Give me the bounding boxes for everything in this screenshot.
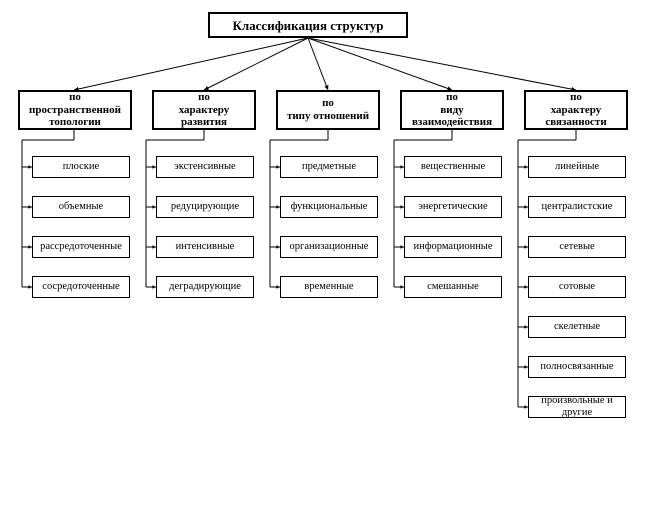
item-node: произвольные и другие [528,396,626,418]
category-node: повидувзаимодействия [400,90,504,130]
item-node: объемные [32,196,130,218]
item-label: линейные [555,161,599,173]
item-label: информационные [413,241,492,253]
category-label-line: по [29,91,121,104]
category-label-line: связанности [545,116,606,129]
item-label: смешанные [427,281,479,293]
category-label-line: взаимодействия [412,116,492,129]
category-label-line: типу отношений [287,110,369,123]
item-label: энергетические [418,201,487,213]
item-node: плоские [32,156,130,178]
item-label: плоские [63,161,99,173]
item-label: сосредоточенные [42,281,119,293]
item-label: экстенсивные [174,161,235,173]
item-node: функциональные [280,196,378,218]
item-label: полносвязанные [540,361,613,373]
item-node: предметные [280,156,378,178]
item-label: сотовые [559,281,595,293]
item-label: функциональные [291,201,368,213]
item-label: сетевые [559,241,594,253]
item-label: произвольные и другие [531,395,623,418]
item-node: сетевые [528,236,626,258]
item-node: интенсивные [156,236,254,258]
category-node: похарактеруразвития [152,90,256,130]
category-label-line: по [412,91,492,104]
root-label: Классификация структур [232,18,383,33]
item-label: временные [304,281,353,293]
item-node: вещественные [404,156,502,178]
item-node: временные [280,276,378,298]
item-label: рассредоточенные [40,241,122,253]
item-label: предметные [302,161,356,173]
item-node: организационные [280,236,378,258]
category-label-line: виду [412,104,492,117]
item-node: деградирующие [156,276,254,298]
category-label-line: пространственной [29,104,121,117]
item-node: смешанные [404,276,502,298]
item-label: интенсивные [176,241,235,253]
item-node: скелетные [528,316,626,338]
category-node: потипу отношений [276,90,380,130]
item-node: рассредоточенные [32,236,130,258]
category-label-line: по [179,91,230,104]
item-node: экстенсивные [156,156,254,178]
root-node: Классификация структур [208,12,408,38]
category-node: похарактерусвязанности [524,90,628,130]
item-label: организационные [290,241,369,253]
category-label-line: по [287,97,369,110]
item-label: редуцирующие [171,201,239,213]
item-label: скелетные [554,321,600,333]
item-node: полносвязанные [528,356,626,378]
category-label-line: по [545,91,606,104]
category-label-line: развития [179,116,230,129]
item-node: энергетические [404,196,502,218]
item-node: информационные [404,236,502,258]
category-label-line: топологии [29,116,121,129]
item-node: редуцирующие [156,196,254,218]
item-label: объемные [59,201,103,213]
item-node: сосредоточенные [32,276,130,298]
item-node: линейные [528,156,626,178]
category-label-line: характеру [545,104,606,117]
category-label-line: характеру [179,104,230,117]
item-node: централистские [528,196,626,218]
item-label: вещественные [421,161,485,173]
item-label: централистские [542,201,613,213]
category-node: попространственнойтопологии [18,90,132,130]
item-label: деградирующие [169,281,241,293]
item-node: сотовые [528,276,626,298]
